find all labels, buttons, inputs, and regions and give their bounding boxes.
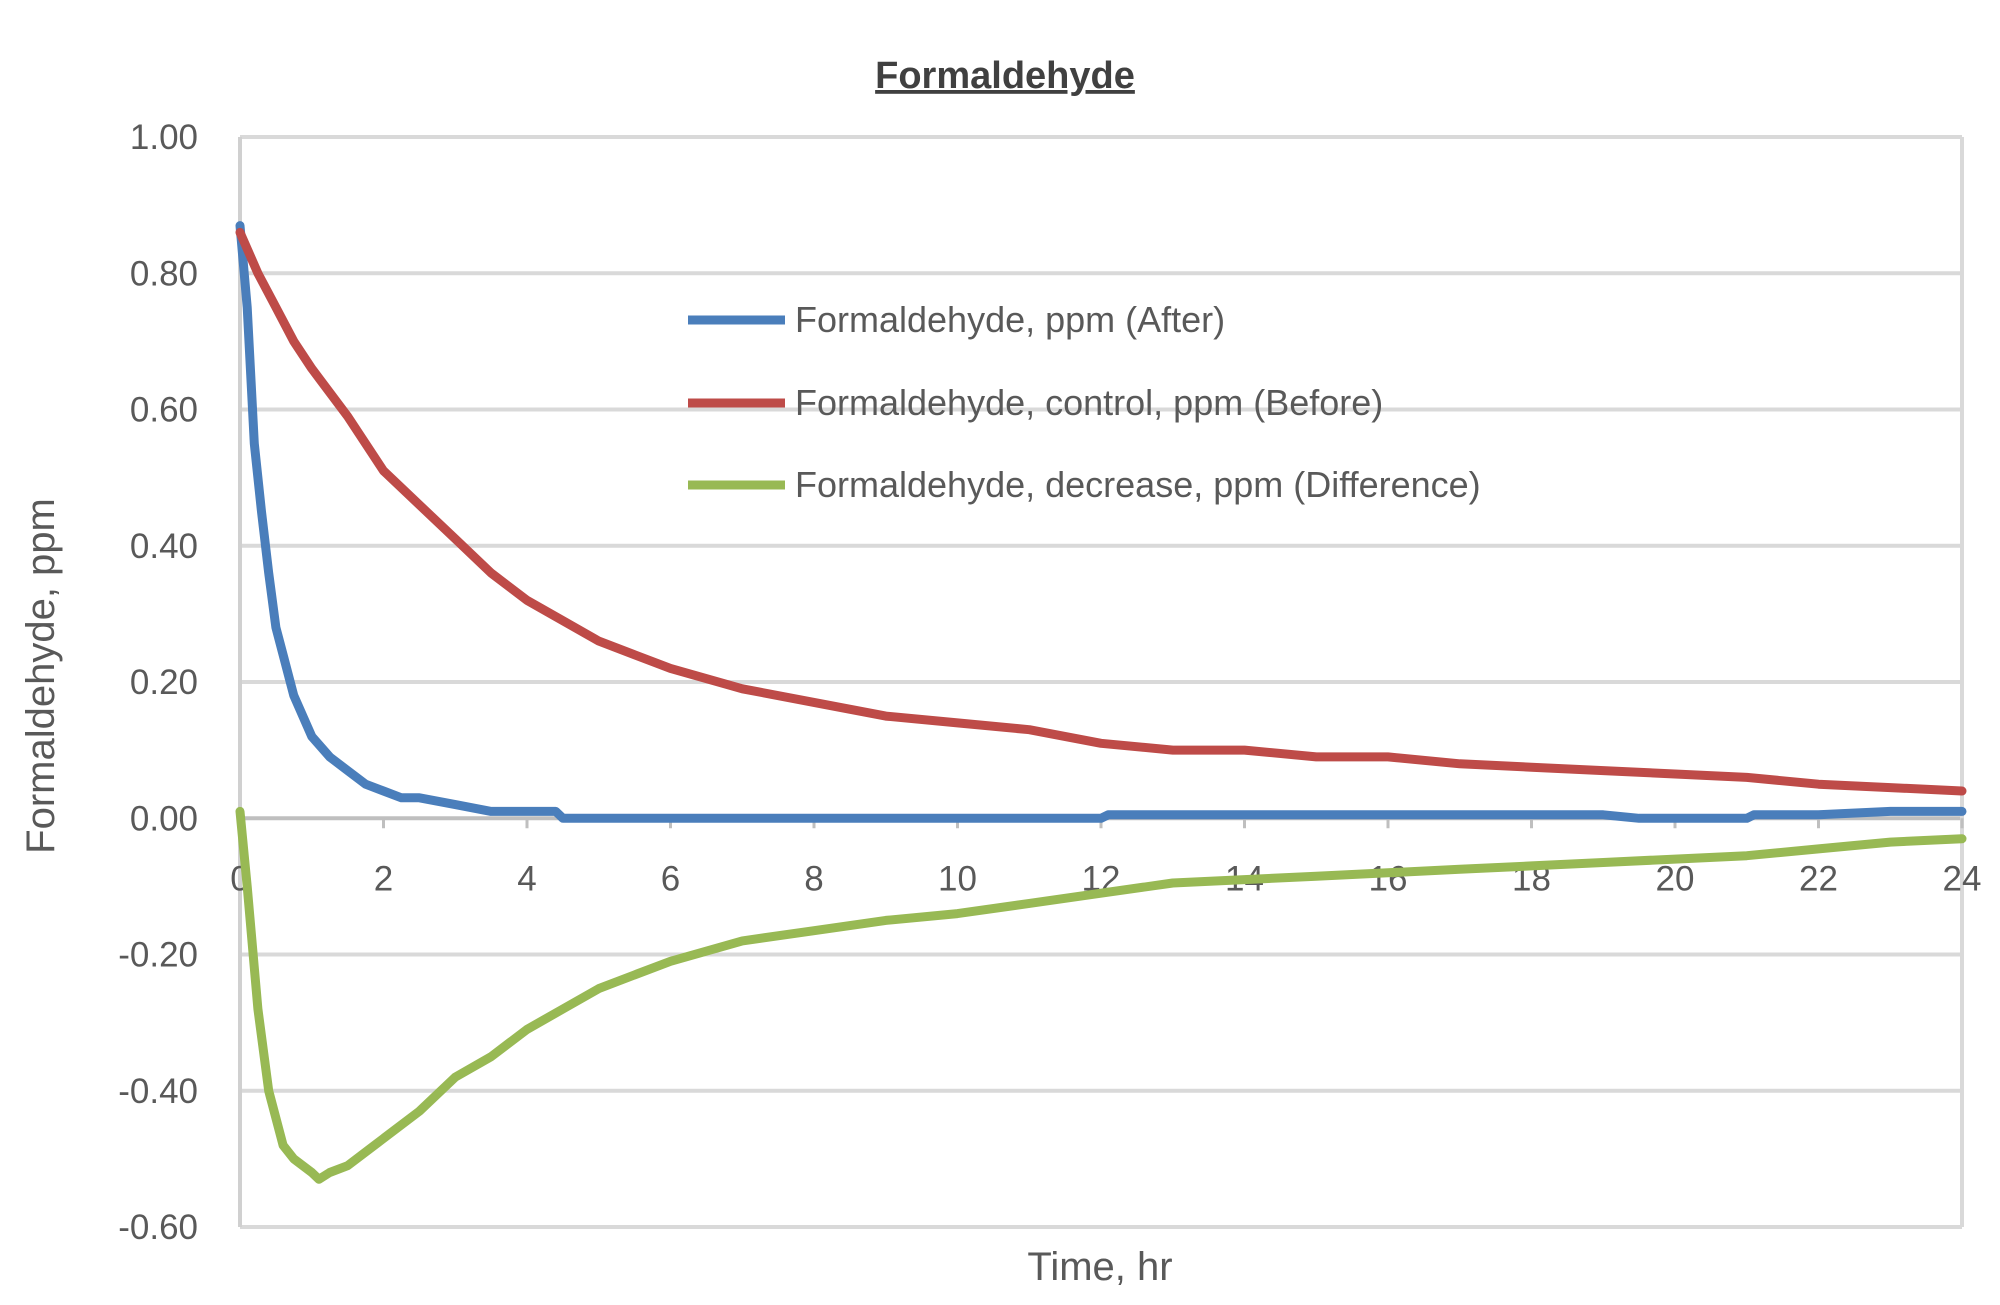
y-axis-ticks: 1.00 0.80 0.60 0.40 0.20 0.00 -0.20 -0.40 -0.60 <box>118 118 198 1247</box>
y-tick-label: 0.20 <box>130 663 198 702</box>
x-tick-label: 20 <box>1656 859 1695 898</box>
y-tick-label: 1.00 <box>130 118 198 157</box>
y-axis-label: Formaldehyde, ppm <box>19 498 63 854</box>
x-tick-label: 10 <box>938 859 977 898</box>
legend-label: Formaldehyde, control, ppm (Before) <box>795 382 1383 423</box>
x-tick-label: 2 <box>374 859 393 898</box>
y-tick-label: 0.80 <box>130 254 198 293</box>
y-tick-label: 0.40 <box>130 527 198 566</box>
y-tick-label: -0.60 <box>118 1208 198 1247</box>
series-line <box>235 227 1967 796</box>
y-tick-label: -0.20 <box>118 936 198 975</box>
chart-title: Formaldehyde <box>875 55 1135 97</box>
x-tick-label: 22 <box>1799 859 1838 898</box>
y-tick-label: -0.40 <box>118 1072 198 1111</box>
series-line <box>235 221 1967 823</box>
x-tick-label: 16 <box>1369 859 1408 898</box>
x-axis-label: Time, hr <box>1027 1245 1172 1289</box>
legend-label: Formaldehyde, ppm (After) <box>795 299 1225 340</box>
legend: Formaldehyde, ppm (After) Formaldehyde, c… <box>688 299 1481 505</box>
y-tick-label: 0.00 <box>130 799 198 838</box>
y-tick-label: 0.60 <box>130 391 198 430</box>
legend-label: Formaldehyde, decrease, ppm (Difference) <box>795 464 1481 505</box>
x-tick-label: 24 <box>1943 859 1982 898</box>
x-tick-label: 8 <box>804 859 823 898</box>
series-lines <box>235 221 1967 1184</box>
x-tick-label: 6 <box>661 859 680 898</box>
x-tick-label: 4 <box>517 859 536 898</box>
series-line <box>235 806 1967 1184</box>
